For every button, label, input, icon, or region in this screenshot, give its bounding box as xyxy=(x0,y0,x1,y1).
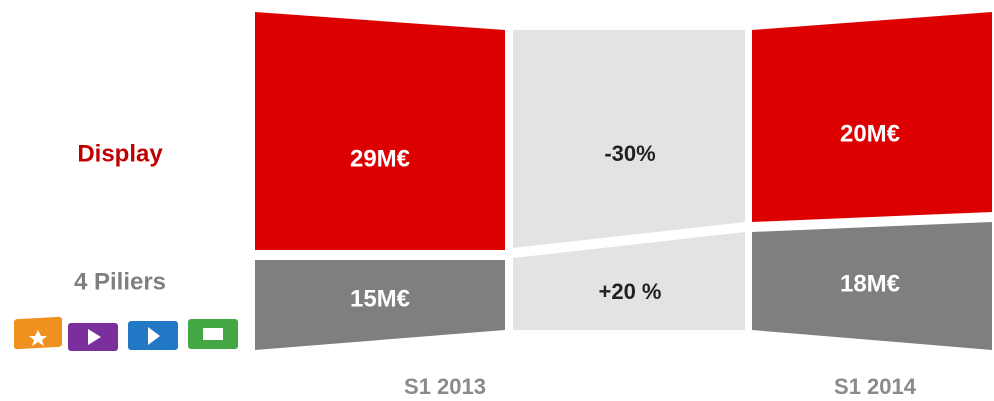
change-label: -30% xyxy=(604,141,655,166)
panel xyxy=(255,12,505,250)
legend-label: Display xyxy=(77,140,163,167)
x-tick-label: S1 2014 xyxy=(834,374,917,399)
value-label: 18M€ xyxy=(840,270,900,297)
icon xyxy=(203,328,223,340)
icon xyxy=(29,330,47,346)
icon xyxy=(148,327,160,345)
value-label: 29M€ xyxy=(350,145,410,172)
change-panel xyxy=(513,30,745,248)
value-label: 20M€ xyxy=(840,120,900,147)
value-label: 15M€ xyxy=(350,285,410,312)
panel xyxy=(752,12,992,222)
icon xyxy=(88,329,101,345)
legend-label: 4 Piliers xyxy=(74,268,166,295)
change-label: +20 % xyxy=(599,279,662,304)
x-tick-label: S1 2013 xyxy=(404,374,486,399)
change-panel xyxy=(513,232,745,330)
icons xyxy=(14,316,238,351)
panel xyxy=(255,260,505,350)
panel xyxy=(752,222,992,350)
